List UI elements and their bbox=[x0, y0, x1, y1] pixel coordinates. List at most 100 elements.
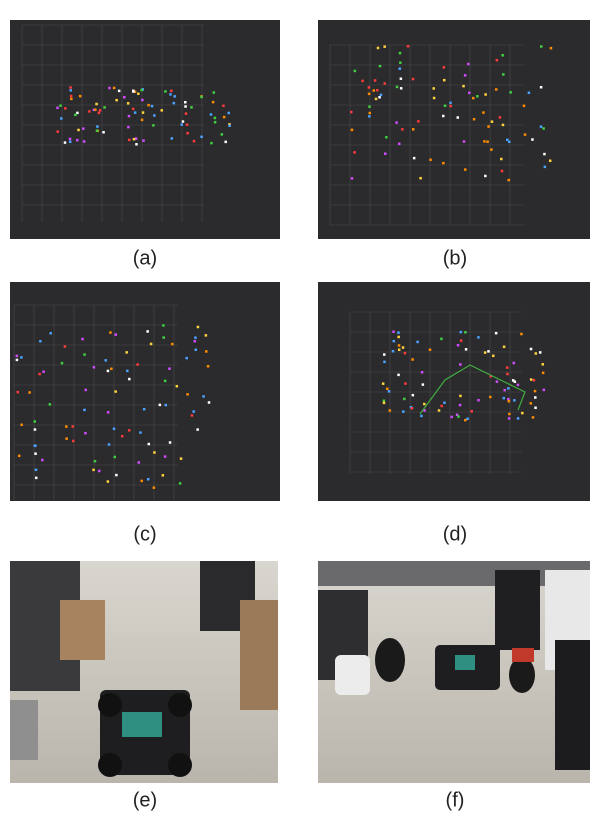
scan-point bbox=[184, 105, 187, 108]
scan-point bbox=[421, 371, 424, 374]
scan-point bbox=[125, 351, 128, 354]
scan-point bbox=[195, 349, 198, 352]
scan-point bbox=[433, 87, 436, 90]
scan-point bbox=[70, 98, 73, 101]
scan-point bbox=[41, 459, 44, 462]
scan-point bbox=[186, 393, 189, 396]
scan-point bbox=[484, 175, 487, 178]
scan-point bbox=[535, 352, 538, 355]
scan-point bbox=[127, 102, 130, 105]
scan-point bbox=[506, 373, 509, 376]
scan-point bbox=[540, 86, 543, 89]
scan-point bbox=[82, 127, 85, 129]
scan-point bbox=[132, 108, 135, 111]
scan-point bbox=[477, 399, 480, 402]
scan-point bbox=[42, 370, 45, 373]
scan-point bbox=[542, 127, 545, 130]
scan-point bbox=[212, 101, 215, 104]
scan-point bbox=[123, 96, 126, 99]
scan-point bbox=[468, 92, 471, 95]
scan-point bbox=[113, 456, 116, 459]
scan-point bbox=[140, 89, 143, 92]
scan-point bbox=[205, 350, 208, 353]
scan-point bbox=[140, 480, 143, 483]
scan-point bbox=[411, 358, 414, 361]
scan-point bbox=[128, 115, 130, 118]
scan-point bbox=[210, 142, 213, 145]
scan-point bbox=[492, 355, 495, 358]
scan-point bbox=[383, 361, 386, 364]
scan-point bbox=[56, 107, 59, 110]
scan-point bbox=[530, 378, 533, 381]
scan-point bbox=[449, 102, 452, 105]
scan-point bbox=[34, 428, 37, 431]
scan-point bbox=[506, 139, 509, 142]
scan-point bbox=[128, 139, 131, 142]
scan-point bbox=[169, 93, 172, 96]
scan-point bbox=[462, 85, 465, 88]
scan-point bbox=[84, 432, 87, 435]
scan-point bbox=[384, 152, 387, 155]
scan-point bbox=[422, 383, 425, 386]
scan-point bbox=[38, 373, 41, 376]
scan-point bbox=[489, 396, 492, 399]
scan-point bbox=[138, 461, 141, 464]
scan-point bbox=[501, 170, 504, 173]
scan-point bbox=[39, 340, 42, 343]
scan-point bbox=[502, 73, 505, 76]
scan-point bbox=[495, 332, 498, 335]
scan-point bbox=[402, 346, 405, 349]
scan-point bbox=[487, 125, 490, 128]
scan-point bbox=[227, 112, 230, 115]
scan-point bbox=[476, 95, 479, 98]
scan-point bbox=[72, 425, 75, 428]
scan-point bbox=[517, 384, 520, 387]
scan-point bbox=[16, 355, 18, 358]
scan-point bbox=[531, 138, 534, 141]
scan-point bbox=[417, 120, 420, 123]
scan-point bbox=[135, 137, 138, 140]
scan-point bbox=[121, 435, 124, 438]
scan-point bbox=[369, 112, 372, 115]
scan-point bbox=[171, 137, 174, 140]
scan-point bbox=[507, 387, 510, 390]
scan-point bbox=[170, 90, 173, 93]
scan-point bbox=[196, 428, 199, 431]
scan-point bbox=[60, 117, 63, 120]
scan-point bbox=[532, 416, 535, 419]
scan-point bbox=[83, 140, 86, 143]
scan-point bbox=[491, 120, 494, 123]
scan-point bbox=[472, 97, 475, 100]
scan-point bbox=[164, 455, 167, 458]
scan-point bbox=[503, 397, 506, 400]
scan-point bbox=[398, 344, 401, 347]
scan-point bbox=[49, 403, 52, 406]
scan-point bbox=[433, 97, 436, 100]
scan-point bbox=[228, 125, 231, 128]
scan-point bbox=[444, 105, 447, 108]
scan-point bbox=[470, 410, 473, 413]
scan-point bbox=[20, 424, 23, 427]
scan-point bbox=[205, 334, 208, 337]
scan-point bbox=[176, 385, 179, 388]
scan-point bbox=[416, 341, 419, 344]
panel-label: (a) bbox=[133, 247, 157, 269]
scan-point bbox=[98, 470, 101, 473]
scan-point bbox=[420, 415, 423, 418]
scan-point bbox=[484, 93, 487, 96]
scan-point bbox=[128, 429, 131, 432]
scan-point bbox=[513, 362, 516, 365]
scan-point bbox=[180, 123, 183, 126]
scan-point bbox=[139, 431, 142, 434]
scan-point bbox=[459, 363, 462, 366]
scan-point bbox=[194, 336, 197, 339]
scan-point bbox=[508, 417, 511, 420]
scan-point bbox=[506, 366, 509, 369]
scan-point bbox=[374, 79, 377, 82]
scan-point bbox=[500, 158, 503, 161]
scan-point bbox=[353, 151, 356, 154]
scan-point bbox=[208, 401, 211, 404]
scan-point bbox=[351, 129, 354, 132]
scan-point bbox=[103, 106, 106, 109]
photo-e bbox=[10, 561, 278, 783]
